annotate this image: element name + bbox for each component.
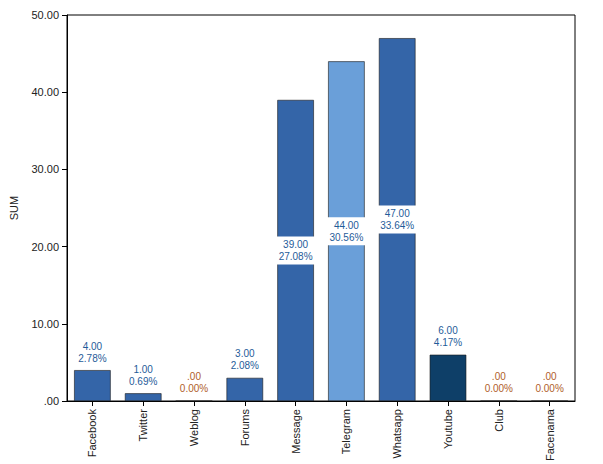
svg-text:0.00%: 0.00%: [180, 383, 208, 394]
svg-text:1.00: 1.00: [133, 364, 153, 375]
svg-text:39.00: 39.00: [283, 239, 308, 250]
svg-text:.00: .00: [543, 371, 557, 382]
svg-text:30.00: 30.00: [31, 163, 59, 175]
svg-text:4.17%: 4.17%: [434, 337, 462, 348]
svg-text:27.08%: 27.08%: [279, 251, 313, 262]
svg-text:30.56%: 30.56%: [329, 232, 363, 243]
svg-text:33.64%: 33.64%: [380, 220, 414, 231]
svg-text:Telegram: Telegram: [340, 409, 352, 454]
svg-text:0.00%: 0.00%: [485, 383, 513, 394]
svg-text:2.78%: 2.78%: [78, 353, 106, 364]
svg-text:50.00: 50.00: [31, 9, 59, 21]
svg-text:20.00: 20.00: [31, 241, 59, 253]
svg-text:Weblog: Weblog: [188, 409, 200, 446]
svg-text:3.00: 3.00: [235, 348, 255, 359]
svg-text:0.69%: 0.69%: [129, 376, 157, 387]
svg-text:Forums: Forums: [239, 409, 251, 447]
svg-text:4.00: 4.00: [83, 341, 103, 352]
svg-text:Facenama: Facenama: [544, 408, 556, 461]
svg-text:.00: .00: [44, 395, 59, 407]
svg-text:6.00: 6.00: [438, 325, 458, 336]
svg-text:SUM: SUM: [8, 196, 20, 220]
svg-text:47.00: 47.00: [385, 208, 410, 219]
svg-text:Whatsapp: Whatsapp: [391, 409, 403, 459]
svg-text:.00: .00: [492, 371, 506, 382]
svg-text:Message: Message: [290, 409, 302, 454]
svg-text:Club: Club: [493, 409, 505, 432]
svg-text:10.00: 10.00: [31, 318, 59, 330]
svg-text:44.00: 44.00: [334, 220, 359, 231]
svg-text:2.08%: 2.08%: [231, 360, 259, 371]
svg-text:Twitter: Twitter: [137, 409, 149, 442]
svg-text:Facebook: Facebook: [86, 409, 98, 458]
svg-text:40.00: 40.00: [31, 86, 59, 98]
svg-text:0.00%: 0.00%: [535, 383, 563, 394]
svg-text:.00: .00: [187, 371, 201, 382]
svg-text:Youtube: Youtube: [442, 409, 454, 449]
